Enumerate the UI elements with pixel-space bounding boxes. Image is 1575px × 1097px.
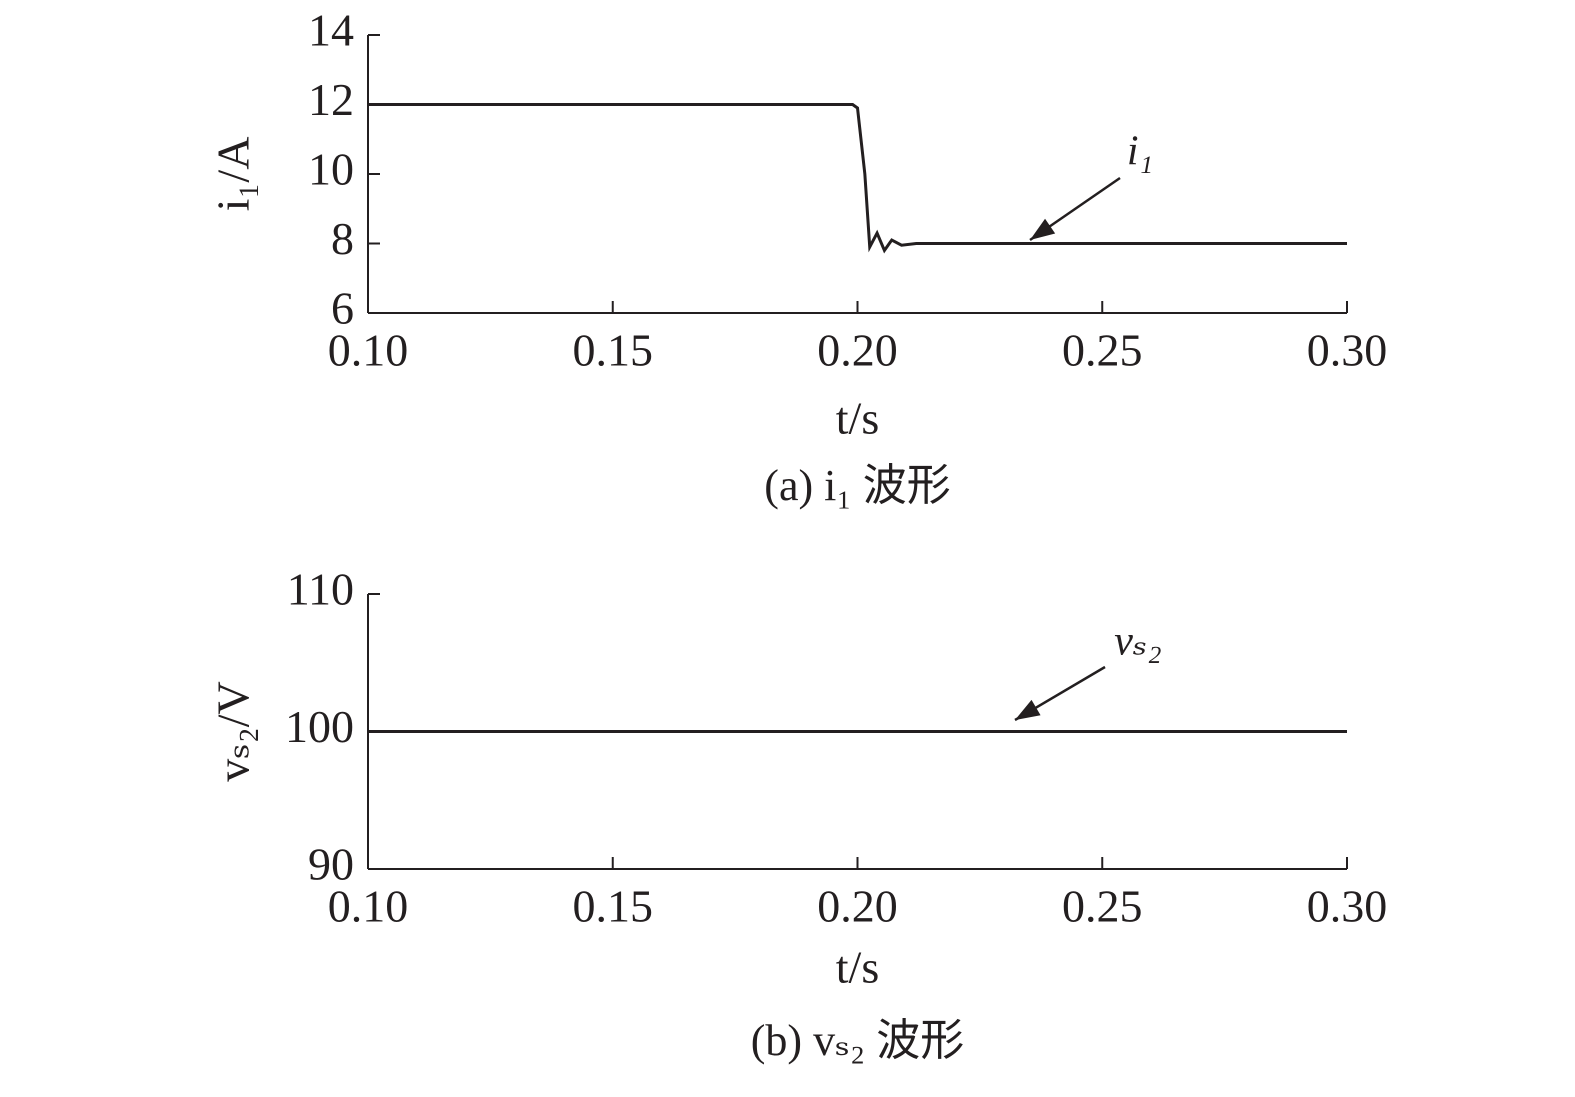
x-tick-label: 0.30: [1307, 325, 1388, 376]
y-tick-label: 12: [308, 74, 354, 125]
y-axis-label: vₛ₂/V: [208, 681, 259, 782]
x-axis-label: t/s: [836, 942, 879, 993]
y-tick-label: 14: [308, 5, 354, 56]
y-axis-label: i₁/A: [208, 137, 259, 212]
x-tick-label: 0.15: [573, 325, 654, 376]
y-tick-label: 100: [285, 701, 354, 752]
y-tick-label: 90: [308, 839, 354, 890]
caption: (b) vₛ₂ 波形: [751, 1016, 964, 1065]
annotation: i₁: [1127, 129, 1153, 175]
x-tick-label: 0.25: [1062, 325, 1143, 376]
x-tick-label: 0.25: [1062, 881, 1143, 932]
x-tick-label: 0.20: [817, 881, 898, 932]
x-tick-label: 0.20: [817, 325, 898, 376]
x-tick-label: 0.10: [328, 325, 409, 376]
x-tick-label: 0.15: [573, 881, 654, 932]
x-tick-label: 0.10: [328, 881, 409, 932]
y-tick-label: 110: [287, 564, 354, 615]
caption: (a) i₁ 波形: [764, 461, 950, 510]
y-tick-label: 10: [308, 144, 354, 195]
x-tick-label: 0.30: [1307, 881, 1388, 932]
data-line: [368, 103, 1347, 254]
y-tick-label: 8: [331, 213, 354, 264]
arrow-head: [1015, 699, 1041, 720]
arrow-head: [1030, 218, 1056, 240]
x-axis-label: t/s: [836, 393, 879, 444]
annotation: vₛ₂: [1114, 619, 1161, 665]
y-tick-label: 6: [331, 283, 354, 334]
